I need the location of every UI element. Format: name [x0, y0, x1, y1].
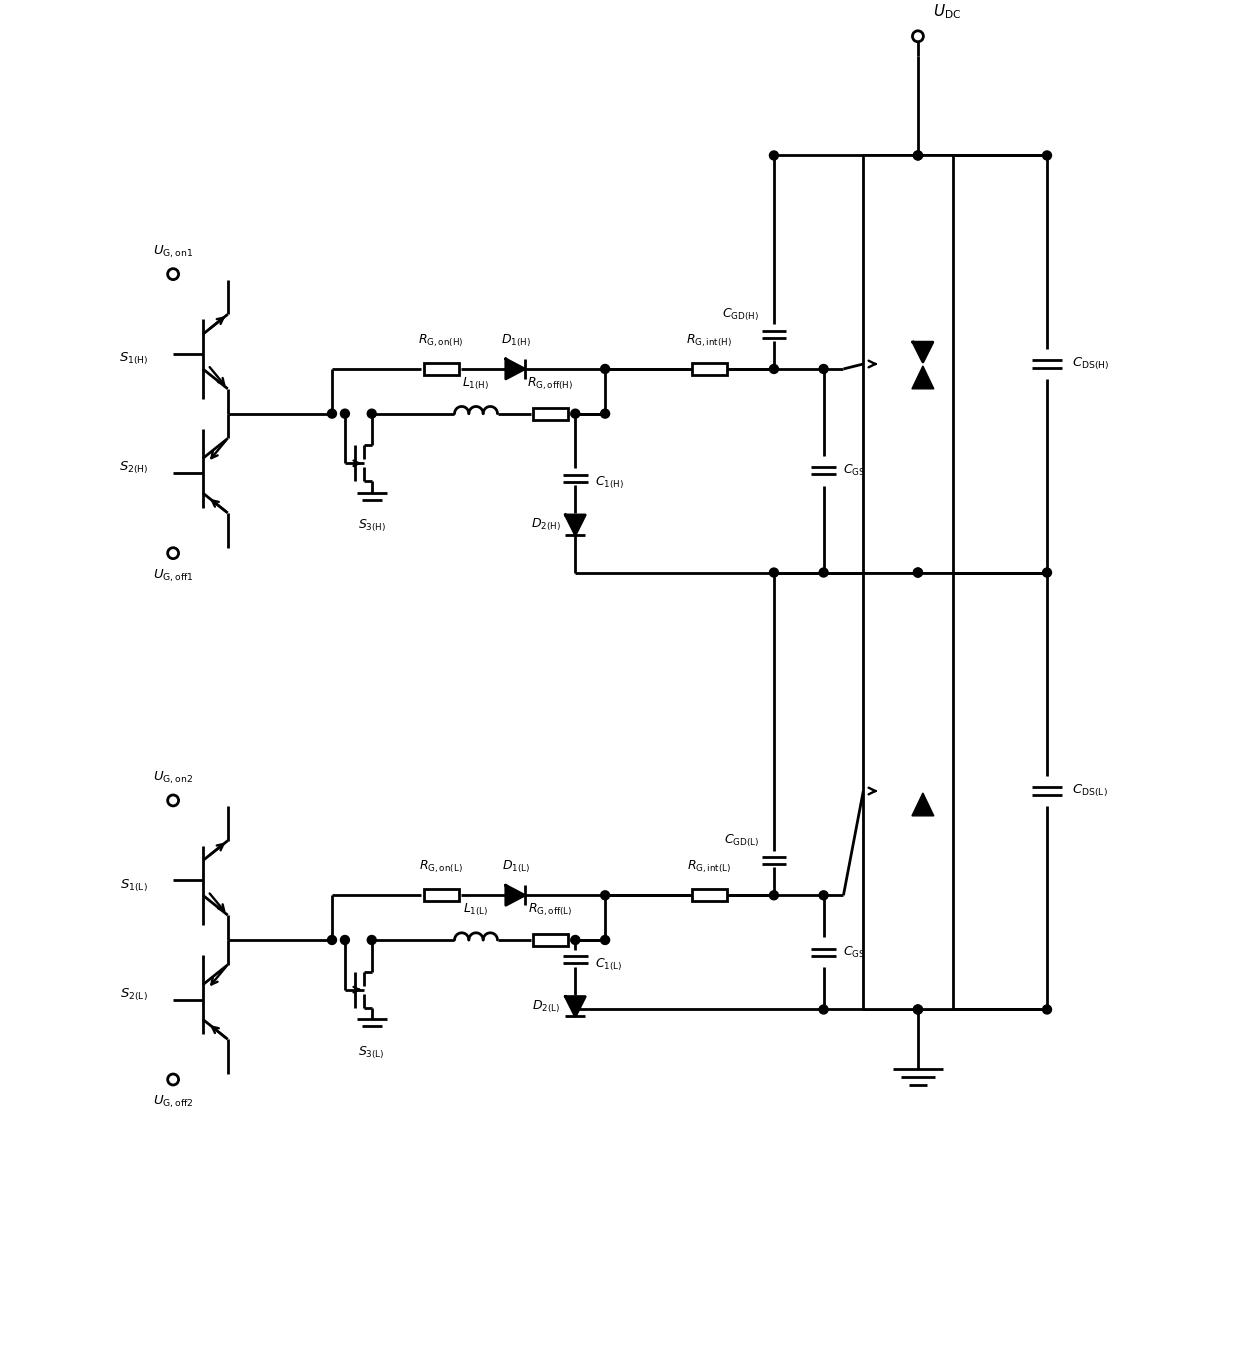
Text: $S_{\rm 1(H)}$: $S_{\rm 1(H)}$ [119, 351, 149, 368]
Text: $C_{\rm GS(H)}$: $C_{\rm GS(H)}$ [843, 462, 879, 478]
Text: $S_{\rm 2(H)}$: $S_{\rm 2(H)}$ [119, 461, 149, 477]
Circle shape [1043, 150, 1052, 160]
Circle shape [770, 569, 779, 577]
Text: $R_{\rm G,int(L)}$: $R_{\rm G,int(L)}$ [687, 858, 732, 875]
Text: $R_{\rm G,int(H)}$: $R_{\rm G,int(H)}$ [687, 332, 733, 349]
Bar [863, 573, 952, 1009]
Text: $U_{\rm G,off1}$: $U_{\rm G,off1}$ [153, 567, 193, 584]
Circle shape [167, 548, 179, 559]
Circle shape [1043, 569, 1052, 577]
Circle shape [341, 935, 350, 945]
Text: $R_{\rm G,off(L)}$: $R_{\rm G,off(L)}$ [528, 902, 573, 919]
Circle shape [913, 31, 924, 42]
Bar [424, 890, 459, 901]
Circle shape [341, 409, 350, 418]
Circle shape [820, 891, 828, 899]
Circle shape [367, 409, 376, 418]
Bar [692, 364, 727, 375]
Text: $U_{\rm G,on2}$: $U_{\rm G,on2}$ [153, 770, 193, 786]
Circle shape [914, 569, 923, 577]
Circle shape [914, 150, 923, 160]
Text: $C_{\rm 1(H)}$: $C_{\rm 1(H)}$ [595, 474, 624, 491]
Circle shape [600, 891, 610, 899]
Text: $C_{\rm GD(H)}$: $C_{\rm GD(H)}$ [722, 306, 759, 323]
Circle shape [600, 365, 610, 373]
Circle shape [820, 365, 828, 373]
Text: $L_{\rm 1(L)}$: $L_{\rm 1(L)}$ [464, 902, 489, 919]
Circle shape [167, 796, 179, 807]
Polygon shape [506, 360, 525, 379]
Text: $R_{\rm G,on(L)}$: $R_{\rm G,on(L)}$ [419, 858, 464, 875]
Polygon shape [911, 366, 934, 388]
Text: $L_{\rm 1(H)}$: $L_{\rm 1(H)}$ [463, 376, 490, 392]
Text: $D_{\rm 1(L)}$: $D_{\rm 1(L)}$ [502, 858, 529, 875]
Circle shape [570, 935, 580, 945]
Bar [533, 407, 568, 420]
Text: $R_{\rm G,on(H)}$: $R_{\rm G,on(H)}$ [418, 332, 464, 349]
Circle shape [570, 409, 580, 418]
Circle shape [770, 150, 779, 160]
Circle shape [770, 891, 779, 899]
Polygon shape [911, 793, 934, 816]
Text: $C_{\rm 1(L)}$: $C_{\rm 1(L)}$ [595, 957, 622, 973]
Circle shape [600, 935, 610, 945]
Text: $C_{\rm GD(L)}$: $C_{\rm GD(L)}$ [724, 833, 759, 849]
Circle shape [1043, 1005, 1052, 1014]
Circle shape [820, 569, 828, 577]
Circle shape [167, 1074, 179, 1085]
Circle shape [327, 409, 336, 418]
Circle shape [914, 1005, 923, 1014]
Text: $U_{\rm G,on1}$: $U_{\rm G,on1}$ [153, 243, 193, 260]
Circle shape [367, 935, 376, 945]
Polygon shape [913, 342, 932, 362]
Text: $D_{\rm 2(L)}$: $D_{\rm 2(L)}$ [532, 998, 560, 1014]
Text: $S_{\rm 3(H)}$: $S_{\rm 3(H)}$ [357, 518, 386, 534]
Bar [533, 934, 568, 946]
Circle shape [770, 365, 779, 373]
Circle shape [914, 569, 923, 577]
Text: $C_{\rm GS(L)}$: $C_{\rm GS(L)}$ [843, 945, 878, 961]
Bar [863, 156, 952, 573]
Polygon shape [565, 515, 585, 534]
Bar [692, 890, 727, 901]
Text: $D_{\rm 2(H)}$: $D_{\rm 2(H)}$ [531, 517, 560, 533]
Circle shape [914, 150, 923, 160]
Text: $U_{\rm G,off2}$: $U_{\rm G,off2}$ [153, 1094, 193, 1110]
Text: $U_{\rm DC}$: $U_{\rm DC}$ [932, 3, 961, 22]
Bar [424, 364, 459, 375]
Circle shape [327, 935, 336, 945]
Text: $S_{\rm 1(L)}$: $S_{\rm 1(L)}$ [120, 878, 149, 894]
Circle shape [600, 409, 610, 418]
Circle shape [914, 1005, 923, 1014]
Text: $R_{\rm G,off(H)}$: $R_{\rm G,off(H)}$ [527, 376, 574, 392]
Circle shape [820, 1005, 828, 1014]
Text: $C_{\rm DS(H)}$: $C_{\rm DS(H)}$ [1071, 355, 1110, 372]
Polygon shape [565, 997, 585, 1017]
Text: $C_{\rm DS(L)}$: $C_{\rm DS(L)}$ [1071, 783, 1107, 800]
Circle shape [167, 269, 179, 280]
Text: $S_{\rm 2(L)}$: $S_{\rm 2(L)}$ [120, 987, 149, 1003]
Text: $S_{\rm 3(L)}$: $S_{\rm 3(L)}$ [358, 1044, 384, 1061]
Text: $D_{\rm 1(H)}$: $D_{\rm 1(H)}$ [501, 332, 531, 349]
Polygon shape [506, 886, 525, 905]
